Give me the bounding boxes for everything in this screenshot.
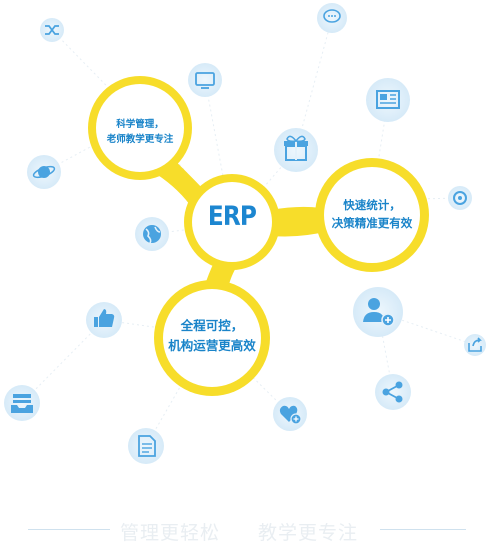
bubble-science-line2: 老师教学更专注 [106,134,174,145]
erp-center-label: ERP [207,201,257,232]
add-user-icon [353,287,403,337]
footer-slogan: 管理更轻松 教学更专注 [0,518,491,544]
bubble-science-management: 科学管理， 老师教学更专注 [96,117,184,147]
globe-icon [135,217,169,251]
share-box-icon [464,334,486,356]
heart-icon [273,397,307,431]
document-icon [128,428,164,464]
bubble-stats-line1: 快速统计， [343,198,401,212]
footer-slogan-left: 管理更轻松 [120,522,221,544]
gift-icon [274,128,318,172]
bubble-control-line1: 全程可控， [180,318,244,333]
aperture-icon [448,186,472,210]
bubble-science-line1: 科学管理， [116,119,164,130]
thumbs-up-icon [86,302,122,338]
bubble-control-line2: 机构运营更高效 [168,338,256,353]
bubble-full-control: 全程可控， 机构运营更高效 [160,316,264,356]
footer-right-rule [380,529,466,530]
bubble-fast-statistics: 快速统计， 决策精准更有效 [322,196,422,232]
planet-icon [27,155,61,189]
bubble-stats-line2: 决策精准更有效 [331,216,413,230]
tray-icon [4,385,40,421]
shuffle-icon [40,18,64,42]
share-icon [375,374,411,410]
footer-left-rule [28,529,110,530]
monitor-icon [188,63,222,97]
newspaper-icon [366,78,410,122]
bubble-inner-circles [96,84,420,387]
chat-icon [317,3,347,33]
footer-slogan-right: 教学更专注 [258,522,359,544]
